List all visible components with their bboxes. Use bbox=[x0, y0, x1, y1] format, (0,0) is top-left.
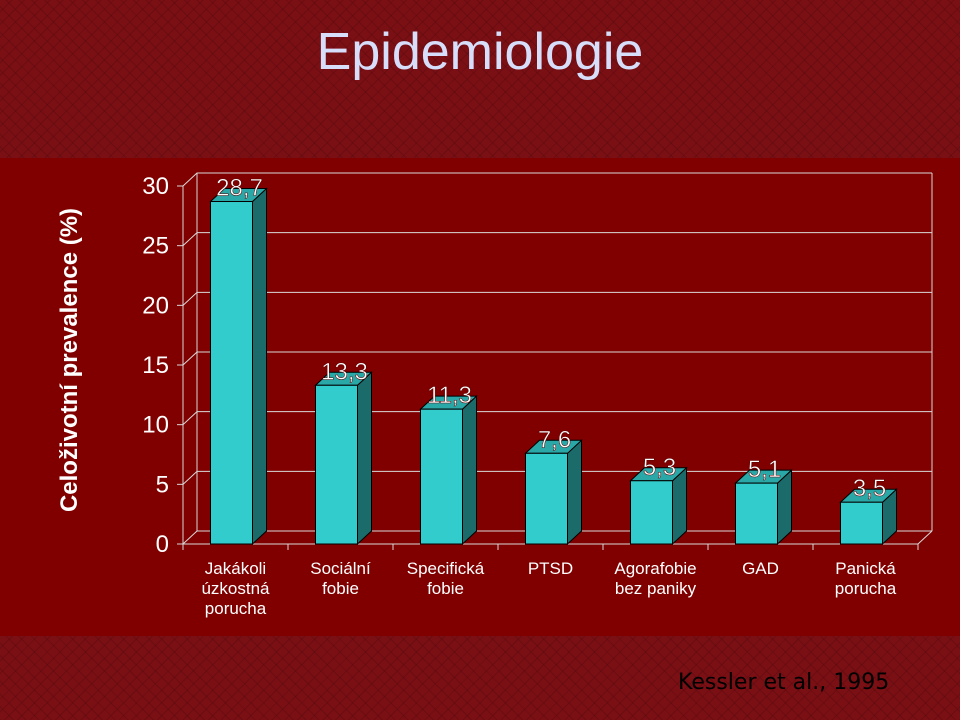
gridline bbox=[182, 232, 932, 247]
slide-title: Epidemiologie bbox=[316, 23, 644, 81]
x-tick-label: Specifická fobie bbox=[407, 559, 485, 598]
x-tick-label: Sociální fobie bbox=[310, 559, 371, 598]
citation: Kessler et al., 1995 bbox=[678, 670, 890, 695]
data-label: 5,1 bbox=[748, 456, 781, 483]
gridline bbox=[182, 291, 932, 306]
y-tick-label: 30 bbox=[142, 173, 169, 200]
bar-side bbox=[567, 439, 582, 546]
x-tick-label: Panická porucha bbox=[835, 559, 897, 598]
bar-side bbox=[462, 395, 477, 546]
x-tick-label: Agorafobie bez paniky bbox=[614, 559, 696, 598]
data-label: 5,3 bbox=[643, 454, 676, 481]
data-label: 7,6 bbox=[538, 426, 571, 453]
gridline bbox=[182, 351, 932, 366]
bar bbox=[630, 480, 673, 545]
x-tick-label: PTSD bbox=[528, 559, 573, 578]
bar bbox=[735, 482, 778, 545]
y-tick-label: 0 bbox=[156, 531, 169, 558]
bar bbox=[525, 452, 568, 545]
bar-side bbox=[357, 371, 372, 546]
x-tick-label: GAD bbox=[742, 559, 779, 578]
bar bbox=[840, 501, 883, 545]
y-tick-label: 15 bbox=[142, 352, 169, 379]
bar-side bbox=[252, 187, 267, 546]
gridline bbox=[182, 172, 932, 187]
bar bbox=[315, 384, 358, 545]
y-tick-label: 25 bbox=[142, 233, 169, 260]
y-tick-label: 10 bbox=[142, 412, 169, 439]
gridline bbox=[182, 411, 932, 426]
y-tick-label: 20 bbox=[142, 292, 169, 319]
floor-edge bbox=[917, 530, 933, 545]
y-tick-label: 5 bbox=[156, 471, 169, 498]
data-label: 13,3 bbox=[321, 358, 368, 385]
data-label: 28,7 bbox=[216, 175, 263, 202]
x-tick-label: Jakákoli úzkostná porucha bbox=[201, 559, 270, 618]
data-label: 11,3 bbox=[427, 382, 472, 409]
chart-panel bbox=[0, 158, 960, 636]
data-label: 3,5 bbox=[853, 475, 886, 502]
bar bbox=[420, 408, 463, 545]
bar bbox=[210, 201, 253, 545]
